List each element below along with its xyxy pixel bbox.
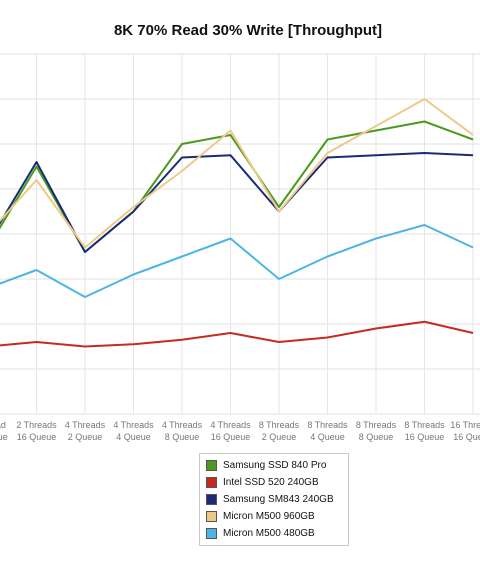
x-tick-label: 4 Queue <box>310 432 345 442</box>
x-axis-ticks: 1 Thread 16 Queue 2 Threads 16 Queue 4 Threa… <box>0 420 480 442</box>
x-tick-label: 4 Threads <box>162 420 203 430</box>
legend-item: Samsung SM843 240GB <box>206 491 342 508</box>
legend-label: Samsung SSD 840 Pro <box>223 460 327 471</box>
legend-swatch <box>206 477 217 488</box>
series-line <box>0 152 474 253</box>
legend-label: Samsung SM843 240GB <box>223 494 334 505</box>
legend-item: Micron M500 960GB <box>206 508 342 525</box>
legend-swatch <box>206 528 217 539</box>
x-tick-label: 2 Queue <box>68 432 103 442</box>
x-tick-label: 8 Threads <box>356 420 397 430</box>
chart-title: 8K 70% Read 30% Write [Throughput] <box>114 22 382 39</box>
legend-item: Micron M500 480GB <box>206 525 342 542</box>
x-tick-label: 8 Queue <box>359 432 394 442</box>
x-tick-label: 8 Threads <box>259 420 300 430</box>
x-tick-label: 1 Thread <box>0 420 6 430</box>
grid <box>0 53 480 415</box>
legend-item: Intel SSD 520 240GB <box>206 474 342 491</box>
legend: Samsung SSD 840 Pro Intel SSD 520 240GB … <box>199 453 349 546</box>
legend-swatch <box>206 511 217 522</box>
x-tick-label: 8 Threads <box>404 420 445 430</box>
x-tick-label: 2 Threads <box>16 420 57 430</box>
x-tick-label: 16 Queue <box>17 432 57 442</box>
legend-label: Micron M500 480GB <box>223 528 315 539</box>
x-tick-label: 4 Threads <box>210 420 251 430</box>
legend-swatch <box>206 494 217 505</box>
series-line <box>0 224 474 298</box>
x-tick-label: 2 Queue <box>262 432 297 442</box>
x-tick-label: 4 Threads <box>65 420 106 430</box>
x-tick-label: 16 Queue <box>405 432 445 442</box>
x-tick-label: 8 Queue <box>165 432 200 442</box>
legend-label: Intel SSD 520 240GB <box>223 477 319 488</box>
x-tick-label: 16 Queue <box>211 432 251 442</box>
x-tick-label: 8 Threads <box>307 420 348 430</box>
x-tick-label: 16 Queue <box>0 432 8 442</box>
x-tick-label: 4 Queue <box>116 432 151 442</box>
x-tick-label: 4 Threads <box>113 420 154 430</box>
legend-label: Micron M500 960GB <box>223 511 315 522</box>
series-lines <box>0 98 474 348</box>
series-line <box>0 98 474 249</box>
x-tick-label: 16 Threads <box>450 420 480 430</box>
series-line <box>0 320 474 348</box>
legend-item: Samsung SSD 840 Pro <box>206 457 342 474</box>
legend-swatch <box>206 460 217 471</box>
x-tick-label: 16 Queue <box>453 432 480 442</box>
